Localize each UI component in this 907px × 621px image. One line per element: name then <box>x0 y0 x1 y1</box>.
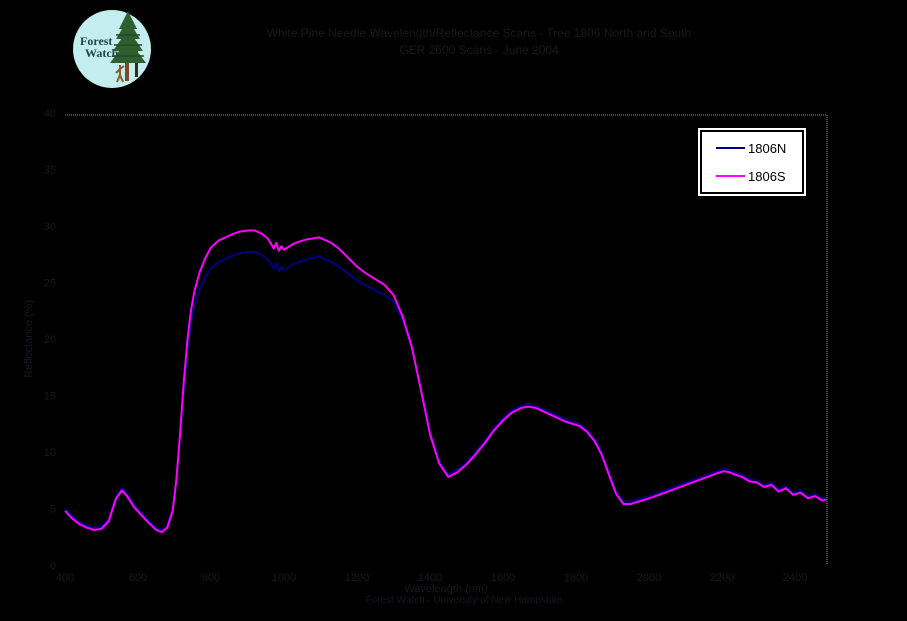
legend-line-swatch-south <box>716 175 745 177</box>
x-tick-label: 1000 <box>272 572 296 584</box>
series-1806N-line <box>64 251 827 531</box>
x-tick-label: 2000 <box>637 572 661 584</box>
y-tick-label: 25 <box>44 278 56 290</box>
legend-item-1806S: 1806S <box>716 169 802 184</box>
x-tick-label: 1800 <box>564 572 588 584</box>
x-tick-label: 1600 <box>491 572 515 584</box>
legend-line-swatch-north <box>716 147 745 149</box>
legend-label: 1806S <box>748 168 786 184</box>
x-axis-title: Wavelength (nm) <box>404 583 487 595</box>
legend: 1806N 1806S <box>698 128 806 196</box>
y-tick-label: 35 <box>44 165 56 177</box>
chart-title-block: White Pine Needle Wavelength/Reflectance… <box>154 25 804 59</box>
forest-watch-logo: Forest Watch <box>73 10 151 88</box>
x-tick-label: 1400 <box>418 572 442 584</box>
series-1806S-line <box>64 229 827 534</box>
logo-text-line1: Forest <box>80 34 112 48</box>
logo-text-line2: Watch <box>85 46 119 60</box>
legend-item-1806N: 1806N <box>716 141 802 156</box>
y-tick-label: 0 <box>50 560 56 572</box>
x-tick-label: 2200 <box>710 572 734 584</box>
chart-subtitle: GER 2600 Scans - June 2004 <box>399 43 559 57</box>
x-tick-label: 800 <box>202 572 220 584</box>
y-tick-label: 30 <box>44 221 56 233</box>
y-tick-label: 20 <box>44 334 56 346</box>
pine-tree-icon <box>110 11 146 81</box>
x-tick-label: 600 <box>129 572 147 584</box>
x-tick-label: 400 <box>56 572 74 584</box>
y-tick-label: 5 <box>50 504 56 516</box>
x-tick-label: 2400 <box>783 572 807 584</box>
legend-label: 1806N <box>748 140 787 156</box>
x-tick-label: 1200 <box>345 572 369 584</box>
person-icon <box>115 65 125 83</box>
y-tick-label: 40 <box>44 108 56 120</box>
y-tick-label: 10 <box>44 447 56 459</box>
footer-credit: Forest Watch - University of New Hampshi… <box>365 595 563 606</box>
y-axis-title: Reflectance (%) <box>23 300 35 378</box>
y-tick-label: 15 <box>44 391 56 403</box>
chart-title: White Pine Needle Wavelength/Reflectance… <box>266 26 692 40</box>
